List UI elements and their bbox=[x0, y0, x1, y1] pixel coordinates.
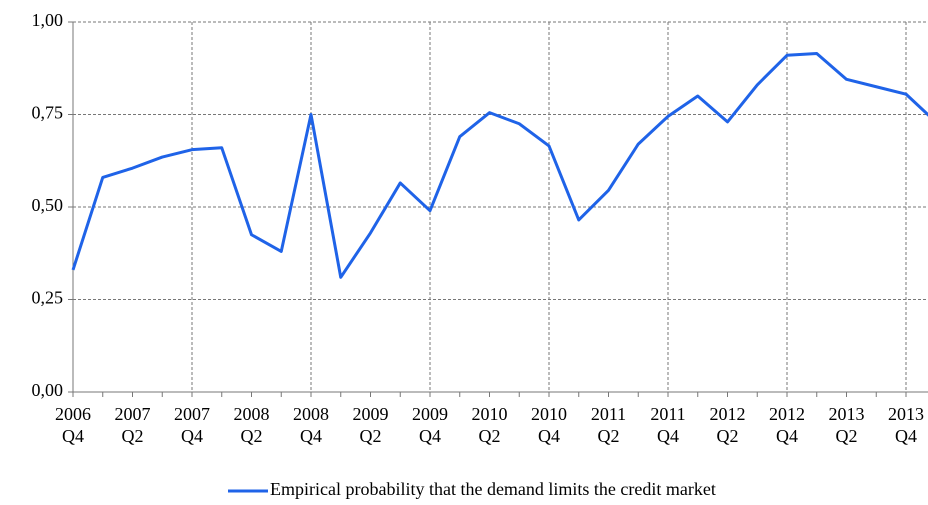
x-tick-label: 2013 Q2 bbox=[828, 404, 865, 446]
x-tick-label: 2006 Q4 bbox=[55, 404, 91, 446]
x-tick-label: 2011 Q2 bbox=[590, 404, 627, 446]
x-tick-label: 2008 Q2 bbox=[233, 404, 270, 446]
y-tick-label: 0,75 bbox=[32, 103, 64, 123]
x-tick-label: 2007 Q4 bbox=[174, 404, 210, 446]
x-tick-label: 2011 Q4 bbox=[650, 404, 686, 446]
x-tick-label: 2010 Q4 bbox=[531, 404, 567, 446]
legend-label: Empirical probability that the demand li… bbox=[270, 479, 716, 499]
x-tick-label: 2012 Q2 bbox=[709, 404, 746, 446]
x-tick-label: 2008 Q4 bbox=[293, 404, 329, 446]
y-tick-label: 0,50 bbox=[32, 195, 64, 215]
x-tick-label: 2009 Q4 bbox=[412, 404, 448, 446]
data-line bbox=[71, 51, 928, 279]
y-tick-label: 0,00 bbox=[32, 380, 64, 400]
x-tick-label: 2012 Q4 bbox=[769, 404, 805, 446]
y-tick-label: 1,00 bbox=[32, 10, 64, 30]
x-tick-label: 2013 Q4 bbox=[888, 404, 924, 446]
y-tick-label: 0,25 bbox=[32, 288, 64, 308]
x-tick-label: 2009 Q2 bbox=[352, 404, 389, 446]
x-tick-label: 2007 Q2 bbox=[114, 404, 151, 446]
x-tick-label: 2010 Q2 bbox=[471, 404, 508, 446]
